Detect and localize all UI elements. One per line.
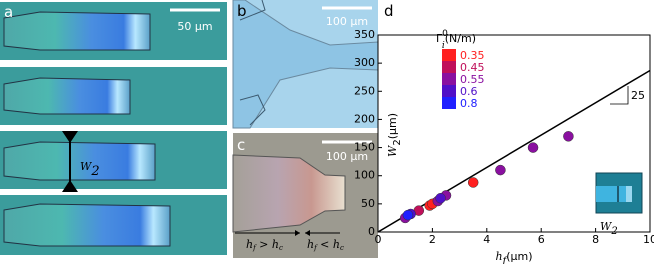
slope-label: 25 (631, 89, 645, 102)
scale-bar-label: 100 μm (326, 15, 368, 28)
legend-label: 0.45 (460, 61, 485, 74)
data-point (527, 142, 539, 153)
fit-line (377, 69, 651, 233)
data-point (402, 209, 414, 221)
width-label: W2 (80, 160, 100, 179)
legend-swatch (442, 97, 456, 109)
panel-a: W2 a 50 μm (0, 2, 227, 255)
legend-swatch (442, 61, 456, 73)
data-point (467, 177, 479, 188)
x-tick-label: 8 (592, 233, 599, 246)
x-tick-label: 0 (375, 233, 382, 246)
legend-swatch (442, 49, 456, 61)
inset-label: W2 (600, 220, 618, 237)
panel-label: d (384, 2, 394, 20)
panel-label: a (4, 3, 13, 21)
data-point (563, 131, 574, 142)
panel-label: b (237, 2, 247, 20)
slope-triangle (610, 86, 629, 105)
y-tick-label: 0 (368, 225, 375, 238)
legend-title: Γ0 i(N/m) (436, 29, 476, 51)
x-tick-label: 4 (483, 233, 490, 246)
panel-label: c (237, 136, 245, 154)
y-tick-label: 200 (354, 112, 375, 125)
x-tick-label: 10 (643, 233, 654, 246)
y-axis-label: W2(μm) (386, 113, 403, 157)
region-label: hf < hc (307, 238, 344, 252)
plot-frame (377, 34, 651, 233)
data-point (435, 192, 446, 204)
y-tick-label: 350 (354, 28, 375, 41)
region-label: hf > hc (246, 238, 283, 252)
scale-bar-label: 100 μm (326, 150, 368, 163)
legend-swatch (442, 85, 456, 97)
legend-swatch (442, 73, 456, 85)
y-tick-label: 150 (354, 141, 375, 154)
y-tick-label: 50 (361, 197, 375, 210)
x-axis-label: hf(μm) (495, 250, 532, 264)
scale-bar-label: 50 μm (177, 20, 212, 33)
x-tick-label: 6 (538, 233, 545, 246)
legend-label: 0.55 (460, 73, 485, 86)
data-point (495, 164, 506, 176)
legend-label: 0.6 (460, 85, 478, 98)
y-tick-label: 300 (354, 56, 375, 69)
legend-label: 0.8 (460, 97, 478, 110)
chart: d Γ0 i(N/m) W2(μm) hf(μm) W2 0 2 4 6 8 1005010… (354, 2, 654, 267)
y-tick-label: 250 (354, 84, 375, 97)
y-tick-label: 100 (354, 169, 375, 182)
panel-b: b 100 μm (232, 0, 379, 129)
panel-c: c 100 μm hf > hc hf < hc (232, 133, 378, 258)
legend-label: 0.35 (460, 49, 485, 62)
x-tick-label: 2 (429, 233, 436, 246)
